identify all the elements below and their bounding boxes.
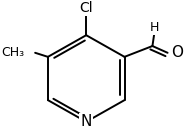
Text: Cl: Cl — [79, 1, 93, 15]
Text: CH₃: CH₃ — [1, 46, 24, 59]
Text: O: O — [171, 45, 184, 60]
Text: H: H — [150, 21, 160, 34]
Text: N: N — [81, 114, 92, 129]
